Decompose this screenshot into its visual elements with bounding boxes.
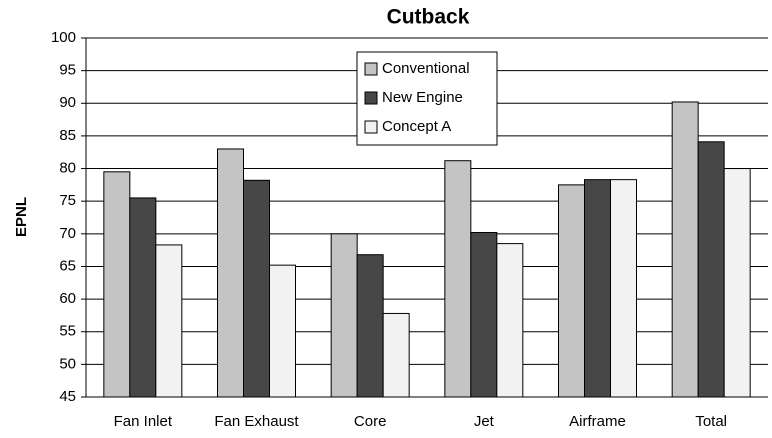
- y-tick-label: 70: [59, 225, 76, 242]
- legend-swatch: [364, 62, 378, 76]
- bar: [103, 171, 131, 398]
- x-tick-label: Airframe: [569, 413, 626, 430]
- bar: [217, 148, 244, 398]
- legend-label: Conventional: [382, 60, 470, 77]
- bar: [243, 179, 270, 398]
- y-tick-label: 45: [59, 388, 76, 405]
- bar: [610, 179, 637, 398]
- legend-swatch: [364, 120, 378, 134]
- bar: [496, 243, 524, 398]
- x-tick-label: Total: [695, 413, 727, 430]
- y-tick-label: 100: [51, 29, 76, 46]
- y-tick-label: 90: [59, 94, 76, 111]
- bar: [382, 312, 410, 398]
- legend-box: [356, 51, 498, 146]
- x-tick-label: Fan Exhaust: [214, 413, 299, 430]
- y-tick-label: 80: [59, 160, 76, 177]
- y-tick-label: 75: [59, 192, 76, 209]
- legend-label: New Engine: [382, 89, 463, 106]
- y-tick-label: 50: [59, 355, 76, 372]
- legend-swatch: [364, 91, 378, 105]
- bar: [470, 232, 498, 398]
- bar: [269, 264, 296, 398]
- legend-label: Concept A: [382, 118, 451, 135]
- bar: [697, 141, 725, 398]
- bar: [356, 254, 384, 398]
- y-tick-label: 95: [59, 62, 76, 79]
- bar: [723, 168, 751, 398]
- chart-title: Cutback: [387, 6, 470, 29]
- y-axis-label: EPNL: [13, 197, 30, 237]
- bar: [444, 160, 472, 398]
- bar: [558, 184, 585, 398]
- y-tick-label: 65: [59, 257, 76, 274]
- x-tick-label: Core: [354, 413, 387, 430]
- bars: [103, 101, 751, 398]
- bar: [584, 179, 611, 398]
- bar: [155, 244, 183, 398]
- x-tick-label: Fan Inlet: [114, 413, 173, 430]
- bar: [671, 101, 699, 398]
- y-tick-label: 60: [59, 290, 76, 307]
- bar: [330, 233, 358, 398]
- legend: Conventional New Engine Concept A: [356, 51, 498, 146]
- x-tick-label: Jet: [474, 413, 495, 430]
- y-tick-label: 85: [59, 127, 76, 144]
- bar: [129, 197, 157, 398]
- y-tick-label: 55: [59, 323, 76, 340]
